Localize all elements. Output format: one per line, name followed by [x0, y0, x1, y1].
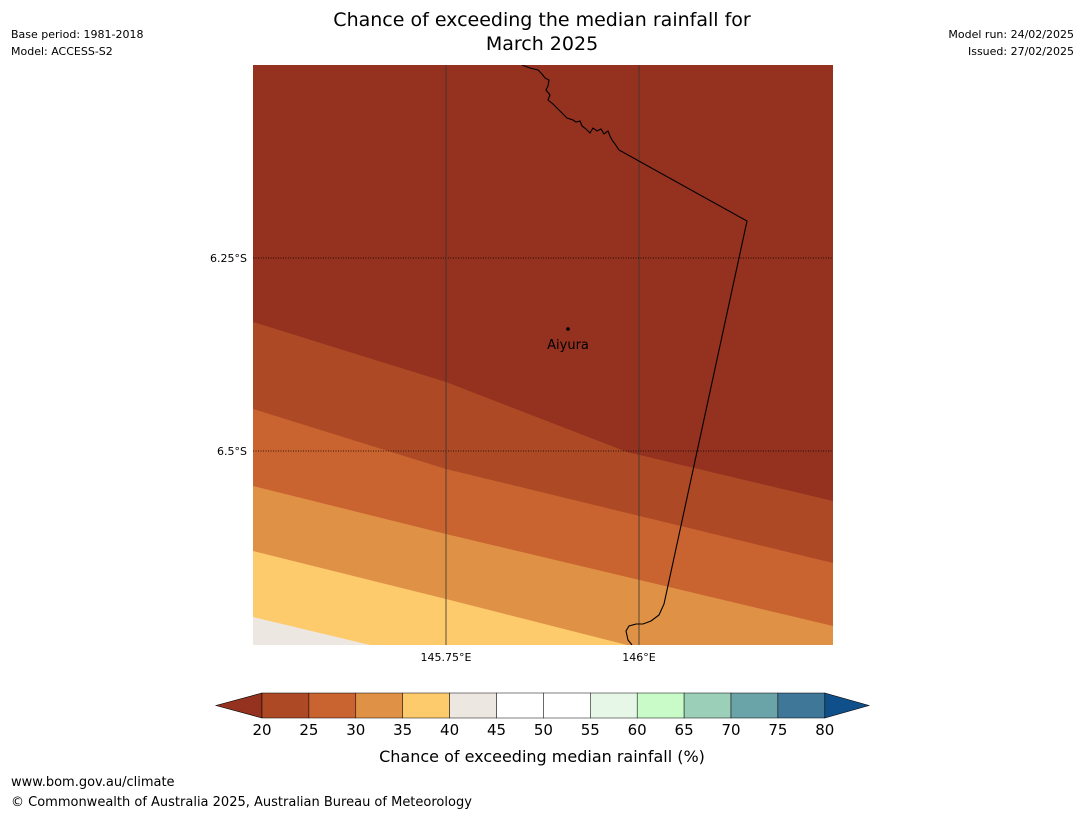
colorbar-tick-label: 70: [721, 721, 740, 739]
colorbar-swatch: [496, 692, 544, 719]
colorbar-tick-label: 75: [768, 721, 787, 739]
colorbar-swatch: [777, 692, 826, 719]
colorbar-swatch: [590, 692, 638, 719]
lat-label-6-5: 6.5°S: [217, 445, 247, 458]
province-border: [521, 65, 748, 645]
colorbar-tick-label: 40: [440, 721, 459, 739]
model-name: Model: ACCESS-S2: [11, 45, 113, 58]
colorbar: 20 25 30 35 40 45 50 55 60 65 70 75 80: [214, 692, 871, 739]
place-marker: [566, 327, 570, 331]
footer-url: www.bom.gov.au/climate: [11, 775, 175, 790]
colorbar-tick-label: 65: [675, 721, 694, 739]
title-line-2: March 2025: [485, 33, 599, 55]
issued-date: Issued: 27/02/2025: [967, 45, 1074, 58]
colorbar-swatch: [261, 692, 310, 719]
colorbar-tick-label: 80: [815, 721, 834, 739]
colorbar-tick-label: 45: [487, 721, 506, 739]
colorbar-tick-label: 20: [252, 721, 271, 739]
colorbar-swatch: [449, 692, 497, 719]
colorbar-swatch: [730, 692, 779, 719]
colorbar-swatch: [355, 692, 403, 719]
colorbar-swatch: [308, 692, 357, 719]
colorbar-under-arrow: [214, 692, 263, 719]
colorbar-over-arrow: [824, 692, 871, 719]
colorbar-swatch: [402, 692, 450, 719]
footer-copyright: © Commonwealth of Australia 2025, Austra…: [11, 795, 472, 810]
band-40-45: [253, 551, 627, 645]
lon-label-146: 146°E: [622, 651, 655, 664]
map-area: Aiyura: [253, 65, 833, 645]
colorbar-tick-label: 50: [534, 721, 553, 739]
metadata-left: Base period: 1981-2018 Model: ACCESS-S2: [11, 26, 143, 60]
lat-label-6-25: 6.25°S: [210, 252, 247, 265]
colorbar-tick-label: 25: [299, 721, 318, 739]
colorbar-tick-label: 55: [581, 721, 600, 739]
model-run: Model run: 24/02/2025: [948, 28, 1074, 41]
band-45-50: [253, 617, 370, 645]
place-label: Aiyura: [547, 338, 589, 353]
metadata-right: Model run: 24/02/2025 Issued: 27/02/2025: [948, 26, 1074, 60]
colorbar-swatch: [683, 692, 732, 719]
colorbar-tick-label: 35: [393, 721, 412, 739]
map-title: Chance of exceeding the median rainfall …: [242, 8, 842, 56]
colorbar-tick-label: 30: [346, 721, 365, 739]
colorbar-tick-label: 60: [628, 721, 647, 739]
colorbar-label: Chance of exceeding median rainfall (%): [379, 747, 705, 766]
lon-label-145-75: 145.75°E: [421, 651, 472, 664]
colorbar-swatch: [543, 692, 591, 719]
colorbar-swatch: [636, 692, 685, 719]
base-period: Base period: 1981-2018: [11, 28, 144, 41]
title-line-1: Chance of exceeding the median rainfall …: [333, 9, 751, 31]
